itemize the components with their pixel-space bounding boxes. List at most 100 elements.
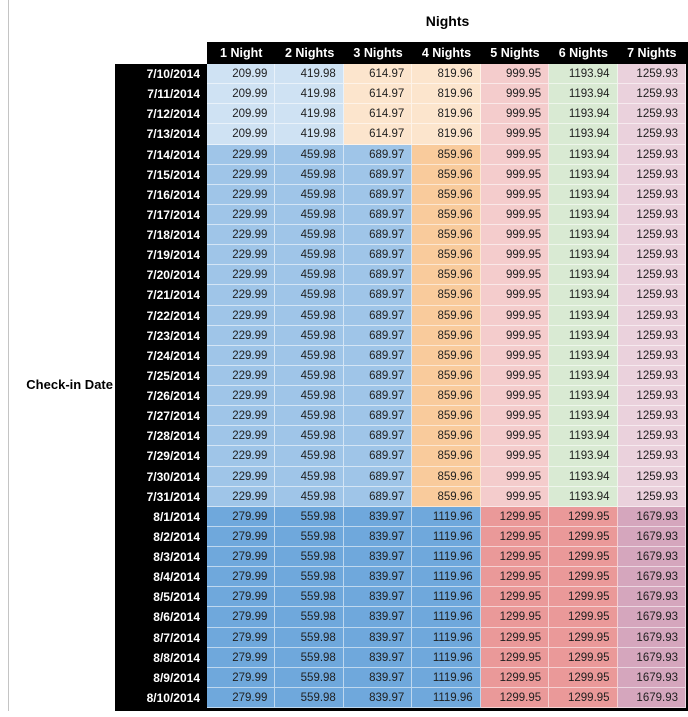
column-header[interactable]: 4 Nights [421,46,472,60]
price-cell[interactable]: 1299.95 [480,506,550,527]
price-cell[interactable]: 999.95 [480,104,550,125]
price-cell[interactable]: 1193.94 [549,144,618,165]
price-cell[interactable]: 999.95 [480,406,550,427]
price-cell[interactable]: 559.98 [275,587,344,608]
price-cell[interactable]: 839.97 [343,567,413,588]
price-cell[interactable]: 1193.94 [549,104,618,125]
price-cell[interactable]: 1679.93 [617,587,686,608]
price-cell[interactable]: 859.96 [412,265,481,286]
price-cell[interactable]: 859.96 [412,184,481,205]
price-cell[interactable]: 859.96 [412,204,481,225]
price-cell[interactable]: 999.95 [480,265,550,286]
price-cell[interactable]: 614.97 [343,64,413,85]
price-cell[interactable]: 859.96 [412,305,481,326]
price-cell[interactable]: 1679.93 [617,687,686,708]
price-cell[interactable]: 689.97 [343,345,413,366]
row-header-date[interactable]: 7/14/2014 [115,144,207,165]
row-header-date[interactable]: 7/12/2014 [115,104,207,125]
price-cell[interactable]: 1193.94 [549,486,618,507]
price-cell[interactable]: 279.99 [207,667,276,688]
price-cell[interactable]: 459.98 [275,204,344,225]
price-cell[interactable]: 1259.93 [617,446,686,467]
price-cell[interactable]: 279.99 [207,627,276,648]
row-header-date[interactable]: 7/27/2014 [115,406,207,427]
price-cell[interactable]: 999.95 [480,345,550,366]
price-cell[interactable]: 1679.93 [617,526,686,547]
price-cell[interactable]: 229.99 [207,426,276,447]
price-cell[interactable]: 1299.95 [480,687,550,708]
price-cell[interactable]: 689.97 [343,285,413,306]
row-header-date[interactable]: 7/15/2014 [115,164,207,185]
price-cell[interactable]: 229.99 [207,325,276,346]
price-cell[interactable]: 999.95 [480,144,550,165]
price-cell[interactable]: 209.99 [207,64,276,85]
column-header[interactable]: 7 Nights [627,46,677,60]
price-cell[interactable]: 689.97 [343,204,413,225]
price-cell[interactable]: 229.99 [207,305,276,326]
price-cell[interactable]: 1259.93 [617,305,686,326]
price-cell[interactable]: 1193.94 [549,365,618,386]
price-cell[interactable]: 614.97 [343,84,413,105]
price-cell[interactable]: 1679.93 [617,627,686,648]
row-header-date[interactable]: 7/28/2014 [115,426,207,447]
price-cell[interactable]: 689.97 [343,486,413,507]
price-cell[interactable]: 1193.94 [549,184,618,205]
price-cell[interactable]: 999.95 [480,225,550,246]
price-cell[interactable]: 1193.94 [549,386,618,407]
row-header-date[interactable]: 7/20/2014 [115,265,207,286]
price-cell[interactable]: 459.98 [275,486,344,507]
row-header-date[interactable]: 8/7/2014 [115,627,207,648]
price-cell[interactable]: 279.99 [207,567,276,588]
price-cell[interactable]: 859.96 [412,144,481,165]
price-cell[interactable]: 999.95 [480,285,550,306]
price-cell[interactable]: 459.98 [275,406,344,427]
price-cell[interactable]: 999.95 [480,365,550,386]
price-cell[interactable]: 859.96 [412,164,481,185]
price-cell[interactable]: 1259.93 [617,406,686,427]
price-cell[interactable]: 1119.96 [412,506,481,527]
price-cell[interactable]: 689.97 [343,225,413,246]
price-cell[interactable]: 1193.94 [549,446,618,467]
price-cell[interactable]: 229.99 [207,184,276,205]
price-cell[interactable]: 279.99 [207,587,276,608]
price-cell[interactable]: 1299.95 [549,587,618,608]
row-header-date[interactable]: 7/10/2014 [115,64,207,85]
price-cell[interactable]: 1119.96 [412,627,481,648]
price-cell[interactable]: 1193.94 [549,325,618,346]
price-cell[interactable]: 229.99 [207,285,276,306]
price-cell[interactable]: 1119.96 [412,667,481,688]
price-cell[interactable]: 1193.94 [549,245,618,266]
price-cell[interactable]: 999.95 [480,446,550,467]
price-cell[interactable]: 999.95 [480,386,550,407]
column-header[interactable]: 6 Nights [558,46,608,60]
price-cell[interactable]: 999.95 [480,466,550,487]
price-cell[interactable]: 1679.93 [617,647,686,668]
price-cell[interactable]: 1193.94 [549,265,618,286]
row-header-date[interactable]: 7/11/2014 [115,84,207,105]
column-header[interactable]: 3 Nights [353,46,403,60]
price-cell[interactable]: 1299.95 [480,607,550,628]
price-cell[interactable]: 1259.93 [617,245,686,266]
row-header-date[interactable]: 8/2/2014 [115,526,207,547]
row-header-date[interactable]: 8/5/2014 [115,587,207,608]
row-header-date[interactable]: 7/16/2014 [115,184,207,205]
row-header-date[interactable]: 8/6/2014 [115,607,207,628]
price-cell[interactable]: 839.97 [343,587,413,608]
price-cell[interactable]: 459.98 [275,466,344,487]
price-cell[interactable]: 689.97 [343,365,413,386]
price-cell[interactable]: 614.97 [343,124,413,145]
price-cell[interactable]: 839.97 [343,627,413,648]
price-cell[interactable]: 1193.94 [549,164,618,185]
row-header-date[interactable]: 7/23/2014 [115,325,207,346]
price-cell[interactable]: 839.97 [343,687,413,708]
price-cell[interactable]: 209.99 [207,104,276,125]
price-cell[interactable]: 1679.93 [617,667,686,688]
price-cell[interactable]: 1193.94 [549,124,618,145]
price-cell[interactable]: 1679.93 [617,567,686,588]
price-cell[interactable]: 1299.95 [549,607,618,628]
price-cell[interactable]: 229.99 [207,164,276,185]
price-cell[interactable]: 459.98 [275,184,344,205]
price-cell[interactable]: 229.99 [207,245,276,266]
price-cell[interactable]: 279.99 [207,647,276,668]
price-cell[interactable]: 859.96 [412,285,481,306]
